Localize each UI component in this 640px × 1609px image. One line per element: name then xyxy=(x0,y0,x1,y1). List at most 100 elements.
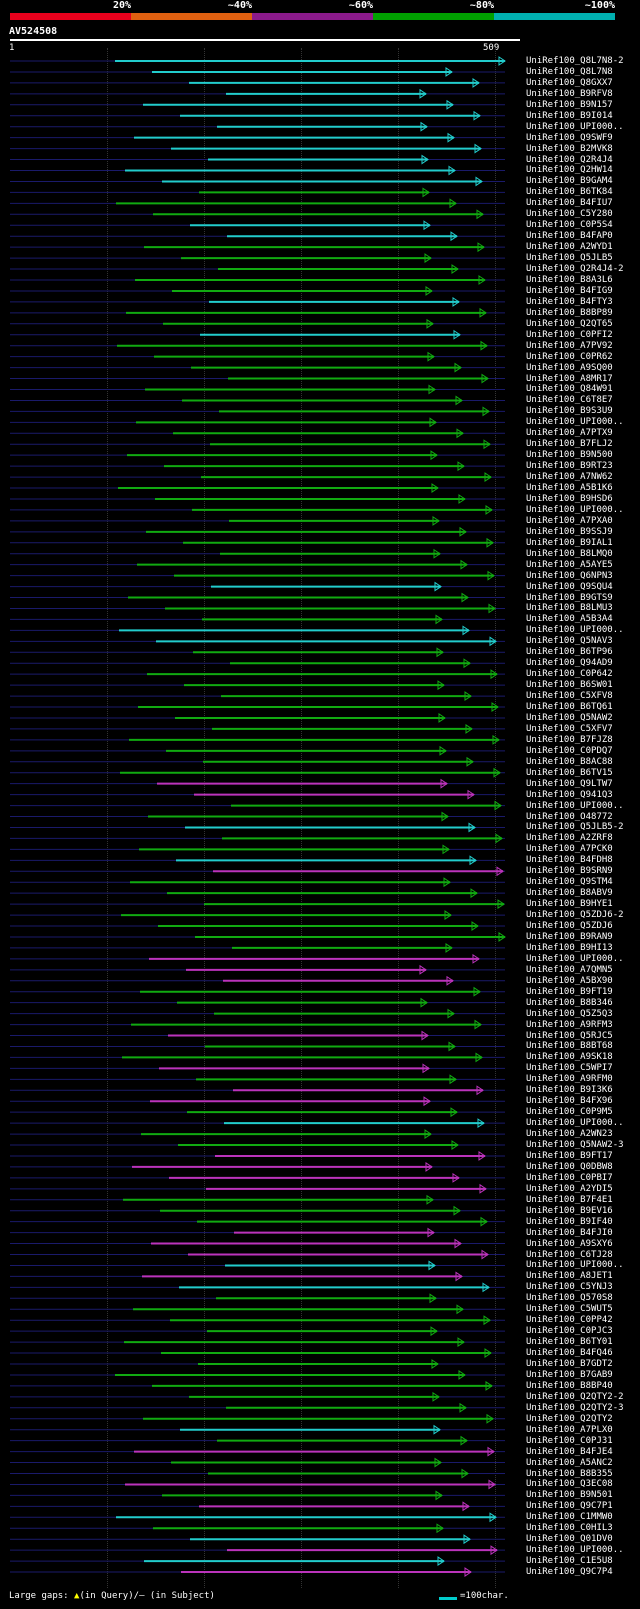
hit-label[interactable]: UniRef100_C5YNJ3 xyxy=(526,1282,613,1293)
hit-label[interactable]: UniRef100_A2WN23 xyxy=(526,1129,613,1140)
hit-label[interactable]: UniRef100_B6TV15 xyxy=(526,767,613,778)
hit-label[interactable]: UniRef100_A8JET1 xyxy=(526,1271,613,1282)
hit-label[interactable]: UniRef100_Q5JLB5 xyxy=(526,253,613,264)
hit-label[interactable]: UniRef100_A5B3A4 xyxy=(526,614,613,625)
hit-label[interactable]: UniRef100_Q5NAW2 xyxy=(526,712,613,723)
hit-label[interactable]: UniRef100_A2WYD1 xyxy=(526,242,613,253)
hit-label[interactable]: UniRef100_A8MR17 xyxy=(526,373,613,384)
hit-label[interactable]: UniRef100_C0HIL3 xyxy=(526,1523,613,1534)
hit-label[interactable]: UniRef100_C5XFV8 xyxy=(526,691,613,702)
hit-label[interactable]: UniRef100_Q6NPN3 xyxy=(526,570,613,581)
hit-label[interactable]: UniRef100_C0PJ31 xyxy=(526,1435,613,1446)
hit-label[interactable]: UniRef100_C0PP42 xyxy=(526,1315,613,1326)
hit-label[interactable]: UniRef100_UPI000.. xyxy=(526,1545,624,1556)
hit-label[interactable]: UniRef100_B9HI13 xyxy=(526,942,613,953)
hit-label[interactable]: UniRef100_C1E5U8 xyxy=(526,1556,613,1567)
hit-label[interactable]: UniRef100_B9RT23 xyxy=(526,461,613,472)
hit-label[interactable]: UniRef100_C0P9M5 xyxy=(526,1107,613,1118)
hit-label[interactable]: UniRef100_A5AYE5 xyxy=(526,559,613,570)
hit-label[interactable]: UniRef100_Q2QTY2-3 xyxy=(526,1402,624,1413)
hit-label[interactable]: UniRef100_B8AC88 xyxy=(526,756,613,767)
hit-label[interactable]: UniRef100_A5ANC2 xyxy=(526,1457,613,1468)
hit-label[interactable]: UniRef100_A2ZRF8 xyxy=(526,833,613,844)
hit-label[interactable]: UniRef100_Q9SQU4 xyxy=(526,581,613,592)
hit-label[interactable]: UniRef100_B7FJZ8 xyxy=(526,734,613,745)
hit-label[interactable]: UniRef100_A9RFM3 xyxy=(526,1019,613,1030)
hit-label[interactable]: UniRef100_B7GDT2 xyxy=(526,1359,613,1369)
hit-label[interactable]: UniRef100_Q5NAV3 xyxy=(526,636,613,647)
hit-label[interactable]: UniRef100_B9IF40 xyxy=(526,1216,613,1227)
hit-label[interactable]: UniRef100_Q84W91 xyxy=(526,384,613,395)
hit-label[interactable]: UniRef100_B9HSD6 xyxy=(526,493,613,504)
hit-label[interactable]: UniRef100_Q8L7N8 xyxy=(526,66,613,77)
hit-label[interactable]: UniRef100_B4FDH8 xyxy=(526,855,613,866)
hit-label[interactable]: UniRef100_Q9C7P1 xyxy=(526,1501,613,1512)
hit-label[interactable]: UniRef100_C0PR62 xyxy=(526,351,613,362)
hit-label[interactable]: UniRef100_C5Y280 xyxy=(526,209,613,220)
hit-label[interactable]: UniRef100_A7PTX9 xyxy=(526,428,613,439)
hit-label[interactable]: UniRef100_B9FT19 xyxy=(526,986,613,997)
hit-label[interactable]: UniRef100_C5XFV7 xyxy=(526,723,613,734)
hit-label[interactable]: UniRef100_Q01DV0 xyxy=(526,1534,613,1545)
hit-label[interactable]: UniRef100_A7PV92 xyxy=(526,340,613,351)
hit-label[interactable]: UniRef100_B4FQ46 xyxy=(526,1348,613,1359)
hit-label[interactable]: UniRef100_B7GAB9 xyxy=(526,1369,613,1380)
hit-label[interactable]: UniRef100_B9GAM4 xyxy=(526,176,613,187)
hit-label[interactable]: UniRef100_B9N157 xyxy=(526,99,613,110)
hit-label[interactable]: UniRef100_UPI000.. xyxy=(526,800,624,811)
hit-label[interactable]: UniRef100_B9HYE1 xyxy=(526,899,613,910)
hit-label[interactable]: UniRef100_Q941Q3 xyxy=(526,789,613,800)
hit-label[interactable]: UniRef100_C5WPI7 xyxy=(526,1063,613,1074)
hit-label[interactable]: UniRef100_A7PLX0 xyxy=(526,1424,613,1435)
hit-label[interactable]: UniRef100_Q2HW14 xyxy=(526,165,613,176)
hit-label[interactable]: UniRef100_Q5Z5Q3 xyxy=(526,1008,613,1019)
hit-label[interactable]: UniRef100_B9I014 xyxy=(526,110,613,121)
hit-label[interactable]: UniRef100_Q3EC08 xyxy=(526,1479,613,1490)
hit-label[interactable]: UniRef100_B4FTY3 xyxy=(526,296,613,307)
hit-label[interactable]: UniRef100_B9N500 xyxy=(526,450,613,461)
hit-label[interactable]: UniRef100_A9SK18 xyxy=(526,1052,613,1063)
hit-label[interactable]: UniRef100_B9S3U9 xyxy=(526,406,613,417)
hit-label[interactable]: UniRef100_B6TY01 xyxy=(526,1337,613,1348)
hit-label[interactable]: UniRef100_C1MMW0 xyxy=(526,1512,613,1523)
hit-label[interactable]: UniRef100_Q570S8 xyxy=(526,1293,613,1304)
hit-label[interactable]: UniRef100_A7PXA0 xyxy=(526,515,613,526)
hit-label[interactable]: UniRef100_B6TP96 xyxy=(526,647,613,658)
hit-label[interactable]: UniRef100_Q5NAW2-3 xyxy=(526,1140,624,1150)
hit-label[interactable]: UniRef100_B8BP40 xyxy=(526,1380,613,1391)
hit-label[interactable]: UniRef100_B7F4E1 xyxy=(526,1194,613,1205)
hit-label[interactable]: UniRef100_B4FIU7 xyxy=(526,198,613,209)
hit-label[interactable]: UniRef100_B8BP89 xyxy=(526,307,613,318)
hit-label[interactable]: UniRef100_B8LMQ0 xyxy=(526,548,613,559)
hit-label[interactable]: UniRef100_B4FJI0 xyxy=(526,1227,613,1238)
hit-label[interactable]: UniRef100_C0PDQ7 xyxy=(526,745,613,756)
hit-label[interactable]: UniRef100_Q2QTY2-2 xyxy=(526,1391,624,1402)
hit-label[interactable]: UniRef100_B8LMU3 xyxy=(526,603,613,614)
hit-label[interactable]: UniRef100_B9SSJ9 xyxy=(526,526,613,537)
hit-label[interactable]: UniRef100_A9SQ00 xyxy=(526,362,613,373)
hit-label[interactable]: UniRef100_B9RFV8 xyxy=(526,88,613,99)
hit-label[interactable]: UniRef100_Q2R4J4-2 xyxy=(526,264,624,275)
hit-label[interactable]: UniRef100_UPI000.. xyxy=(526,1260,624,1271)
hit-label[interactable]: UniRef100_C6T8E7 xyxy=(526,395,613,406)
hit-label[interactable]: UniRef100_UPI000.. xyxy=(526,121,624,132)
hit-label[interactable]: UniRef100_B9I3K6 xyxy=(526,1085,613,1096)
hit-label[interactable]: UniRef100_C6TJ28 xyxy=(526,1249,613,1260)
hit-label[interactable]: UniRef100_A2YDI5 xyxy=(526,1183,613,1194)
hit-label[interactable]: UniRef100_B9EV16 xyxy=(526,1205,613,1216)
hit-label[interactable]: UniRef100_A9RFM0 xyxy=(526,1074,613,1085)
hit-label[interactable]: UniRef100_UPI000.. xyxy=(526,504,624,515)
hit-label[interactable]: UniRef100_C0P642 xyxy=(526,669,613,680)
hit-label[interactable]: UniRef100_B9IAL1 xyxy=(526,537,613,548)
hit-label[interactable]: UniRef100_Q5ZDJ6-2 xyxy=(526,910,624,921)
hit-label[interactable]: UniRef100_UPI000.. xyxy=(526,625,624,636)
hit-label[interactable]: UniRef100_Q5ZDJ6 xyxy=(526,921,613,932)
hit-label[interactable]: UniRef100_Q9SWF9 xyxy=(526,132,613,143)
hit-label[interactable]: UniRef100_A7NW62 xyxy=(526,472,613,483)
hit-label[interactable]: UniRef100_Q9STM4 xyxy=(526,877,613,888)
hit-label[interactable]: UniRef100_B8B355 xyxy=(526,1468,613,1479)
hit-label[interactable]: UniRef100_B6SW01 xyxy=(526,680,613,691)
hit-label[interactable]: UniRef100_UPI000.. xyxy=(526,953,624,964)
hit-label[interactable]: UniRef100_B9GTS9 xyxy=(526,592,613,603)
hit-label[interactable]: UniRef100_Q2R4J4 xyxy=(526,154,613,165)
